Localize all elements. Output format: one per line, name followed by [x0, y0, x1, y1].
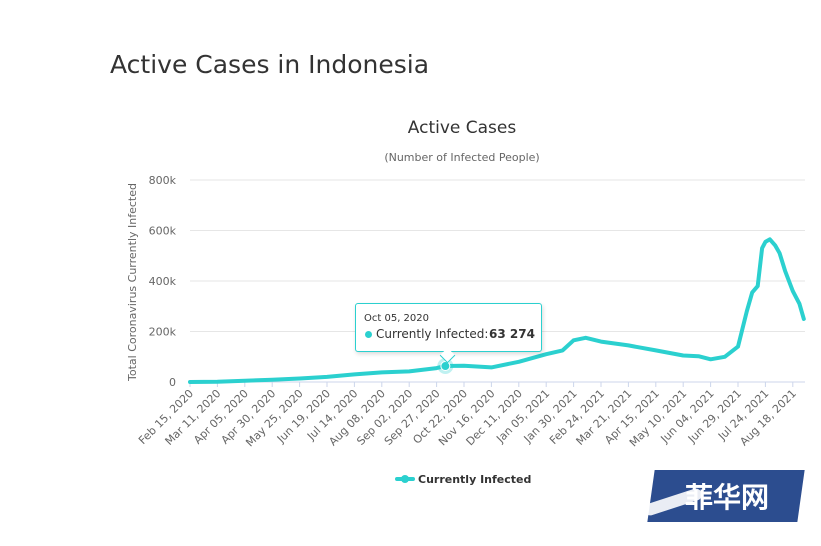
tooltip-date: Oct 05, 2020 — [364, 313, 429, 324]
svg-text:菲华网: 菲华网 — [685, 481, 769, 514]
tooltip-series-dot — [365, 331, 372, 338]
y-axis-title: Total Coronavirus Currently Infected — [126, 183, 139, 382]
series-line — [188, 237, 806, 384]
y-tick-label: 800k — [149, 174, 177, 187]
page-title: Active Cases in Indonesia — [110, 50, 430, 79]
chart-subtitle: (Number of Infected People) — [384, 151, 539, 164]
watermark-text: 菲华网 — [685, 481, 769, 514]
y-tick-label: 0 — [169, 376, 176, 389]
y-tick-label: 600k — [149, 225, 177, 238]
legend-label: Currently Infected — [418, 473, 531, 486]
series-layer — [188, 237, 806, 384]
hover-point — [440, 361, 451, 372]
y-tick-label: 400k — [149, 275, 177, 288]
y-tick-label: 200k — [149, 326, 177, 339]
legend-marker — [401, 475, 409, 483]
legend[interactable]: Currently Infected — [395, 473, 531, 486]
watermark-logo: 菲华网 — [642, 466, 809, 528]
y-axis-ticks: 0 200k 400k 600k 800k — [149, 174, 177, 389]
chart-tooltip: Oct 05, 2020 Currently Infected: 63 274 — [355, 303, 542, 364]
chart-title: Active Cases — [408, 118, 517, 138]
grid-lines — [190, 179, 805, 332]
tooltip-value: 63 274 — [489, 327, 535, 341]
tooltip-series-label: Currently Infected: — [376, 327, 489, 341]
